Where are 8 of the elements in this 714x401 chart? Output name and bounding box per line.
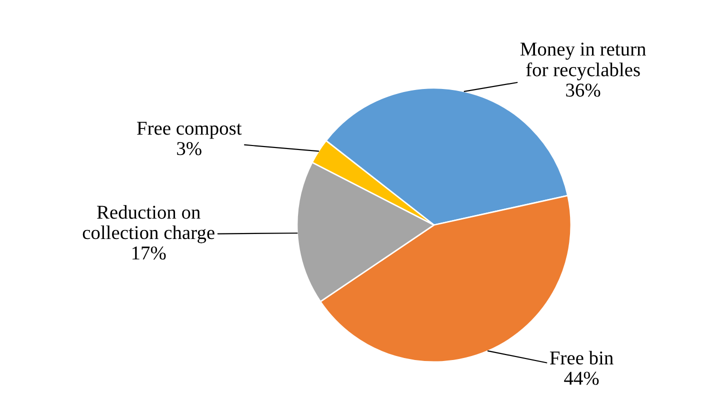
slice-label: Free compost [137,122,242,139]
slice-label: Reduction on collection charge [82,205,214,244]
slice-label: Free bin [550,350,614,365]
slice-label: Money in return for recyclables [520,42,646,80]
data-label: 17% [132,246,166,260]
data-label: 36% [566,84,600,97]
data-label: 44% [564,372,599,385]
data-label: 3% [177,142,202,156]
